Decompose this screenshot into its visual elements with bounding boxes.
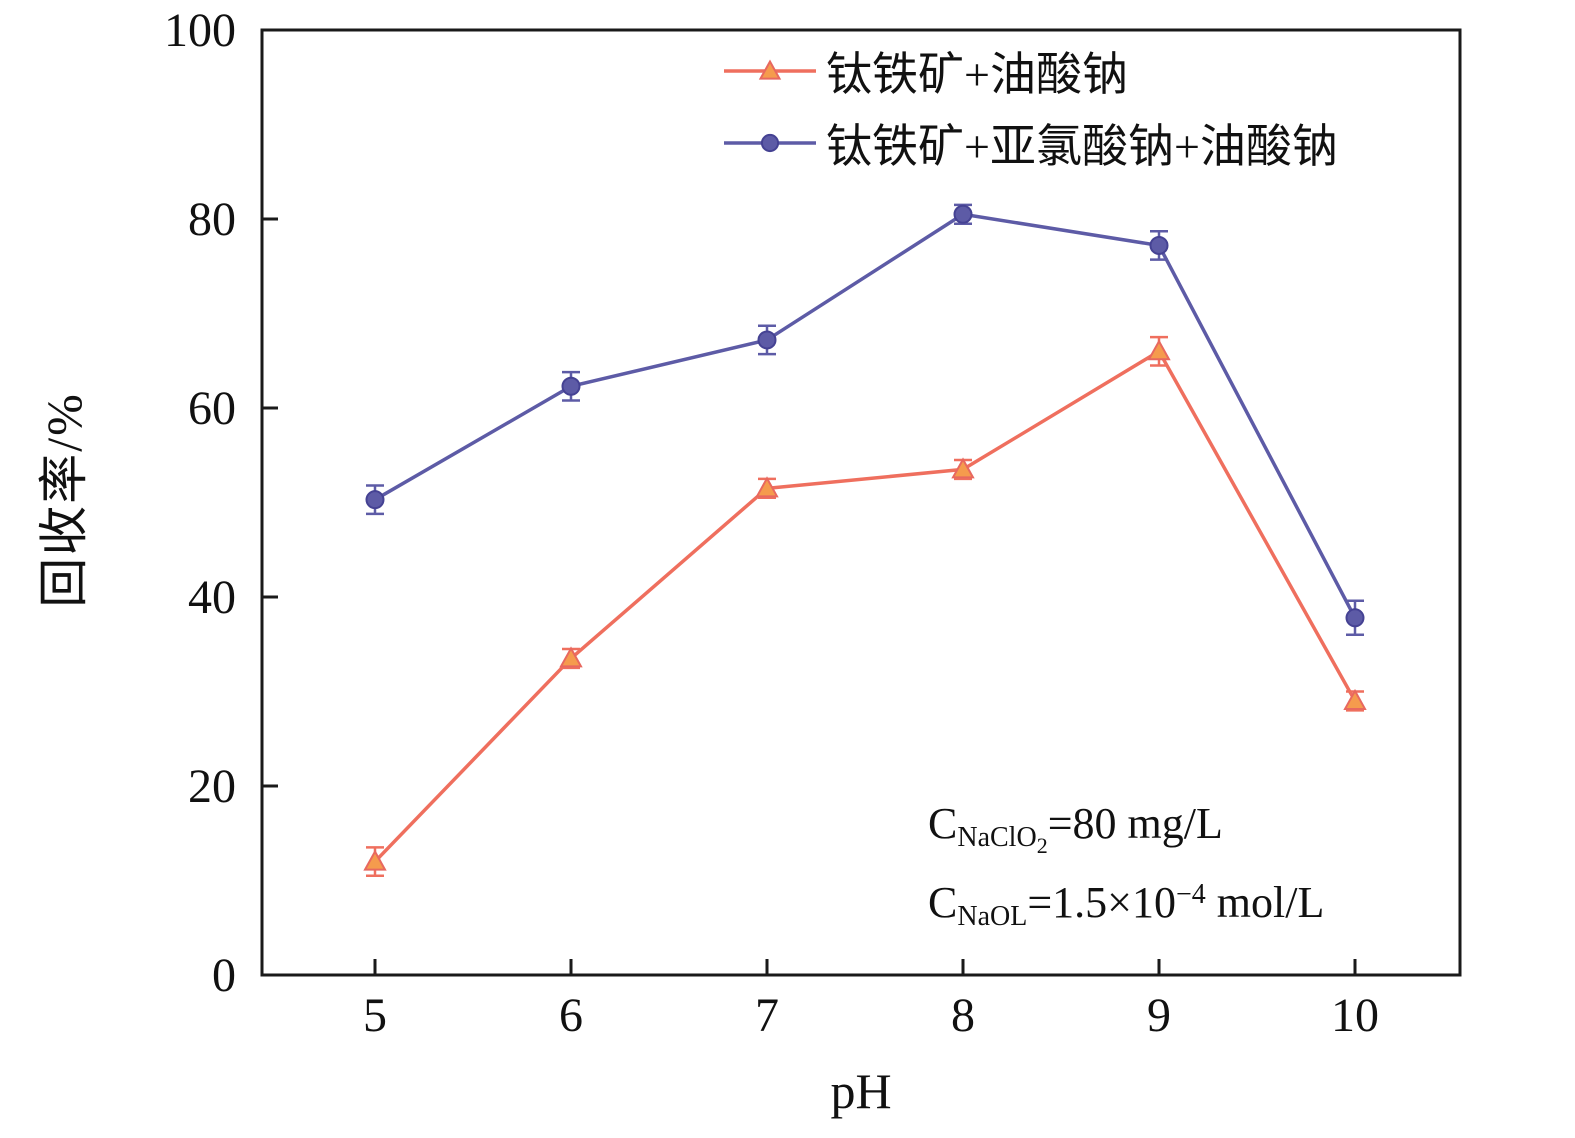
- annotation-exponent: −4: [1175, 879, 1206, 910]
- svg-text:0: 0: [212, 949, 236, 1002]
- annotation-value: =1.5×10: [1027, 878, 1176, 927]
- legend: 钛铁矿+油酸钠 钛铁矿+亚氯酸钠+油酸钠: [722, 40, 1338, 174]
- annotation-unit: mol/L: [1205, 878, 1325, 927]
- svg-text:60: 60: [188, 382, 236, 435]
- annotation-value: =80 mg/L: [1047, 799, 1223, 848]
- annotation-subscript: NaClO2: [957, 821, 1048, 858]
- legend-item-naclo2-naol: 钛铁矿+亚氯酸钠+油酸钠: [722, 112, 1338, 174]
- legend-label-naclo2-naol: 钛铁矿+亚氯酸钠+油酸钠: [826, 121, 1338, 172]
- svg-text:40: 40: [188, 571, 236, 624]
- svg-text:8: 8: [951, 989, 975, 1042]
- svg-text:80: 80: [188, 193, 236, 246]
- legend-label-naol: 钛铁矿+油酸钠: [826, 49, 1128, 100]
- annotation-subscript: NaOL: [957, 900, 1028, 932]
- svg-text:5: 5: [363, 989, 387, 1042]
- svg-text:7: 7: [755, 989, 779, 1042]
- conditions-annotation: CNaClO2=80 mg/L CNaOL=1.5×10−4 mol/L: [928, 788, 1324, 945]
- y-axis-label: 回收率/%: [36, 392, 92, 608]
- annotation-symbol: C: [928, 878, 958, 927]
- svg-text:6: 6: [559, 989, 583, 1042]
- x-axis-label: pH: [830, 1063, 892, 1119]
- annotation-naol-concentration: CNaOL=1.5×10−4 mol/L: [928, 867, 1324, 945]
- legend-swatch-triangle-icon: [724, 59, 816, 80]
- annotation-symbol: C: [928, 799, 958, 848]
- annotation-naclo2-concentration: CNaClO2=80 mg/L: [928, 788, 1324, 867]
- svg-text:100: 100: [164, 4, 236, 57]
- svg-text:10: 10: [1331, 989, 1379, 1042]
- legend-swatch-circle-icon: [724, 133, 816, 153]
- svg-text:9: 9: [1147, 989, 1171, 1042]
- svg-text:20: 20: [188, 760, 236, 813]
- legend-item-naol: 钛铁矿+油酸钠: [722, 40, 1338, 102]
